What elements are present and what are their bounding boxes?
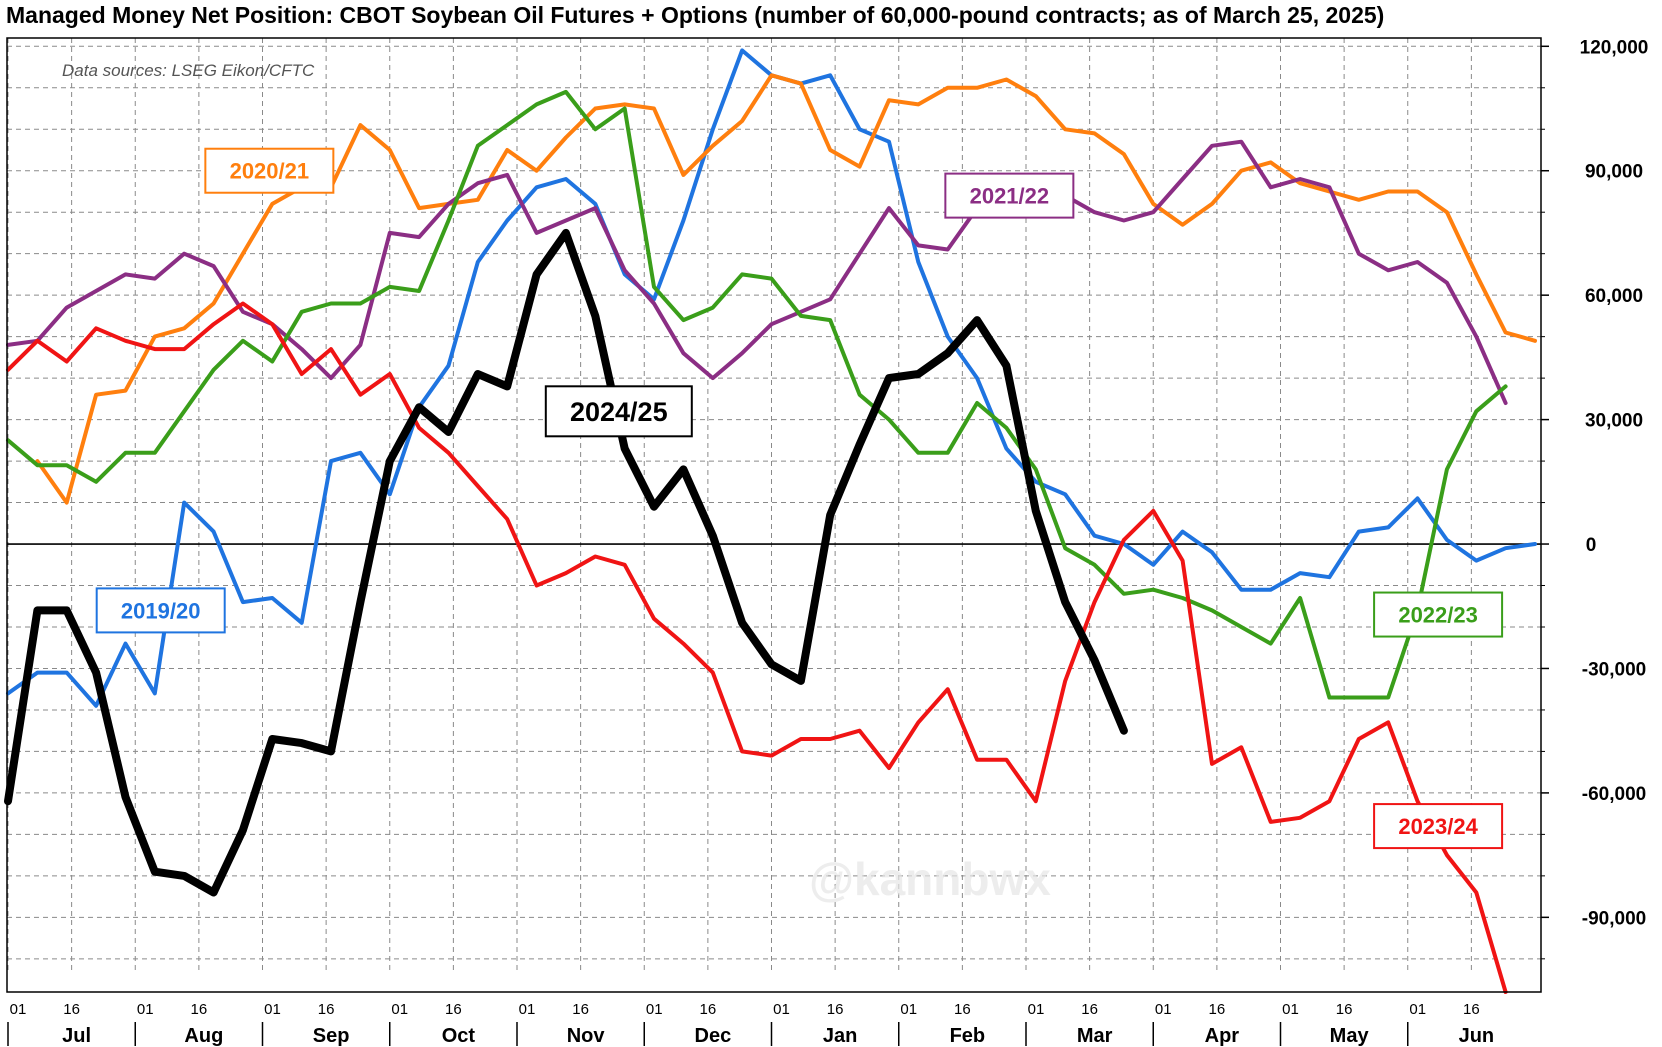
series-layer <box>4 48 1537 994</box>
x-month-label: Mar <box>1077 1025 1113 1047</box>
svg-text:2024/25: 2024/25 <box>570 397 668 427</box>
x-day-tick-label: 16 <box>191 1001 208 1018</box>
x-day-tick-label: 01 <box>1409 1001 1426 1018</box>
series-line-2023-24 <box>6 301 1508 994</box>
x-day-tick-label: 01 <box>900 1001 917 1018</box>
svg-text:2021/22: 2021/22 <box>970 184 1050 209</box>
series-line-2024-25 <box>4 228 1128 897</box>
series-label-2021-22: 2021/22 <box>944 172 1075 219</box>
x-month-label: Jul <box>62 1025 91 1047</box>
x-month-label: Sep <box>313 1025 350 1047</box>
series-label-2023-24: 2023/24 <box>1373 803 1504 850</box>
x-month-label: Nov <box>567 1025 606 1047</box>
y-tick-label: 0 <box>1586 535 1597 556</box>
y-tick-label: 120,000 <box>1580 37 1649 58</box>
svg-text:2019/20: 2019/20 <box>121 598 201 623</box>
x-day-tick-label: 16 <box>1463 1001 1480 1018</box>
watermark: @kannbwx <box>809 853 1051 905</box>
x-day-tick-label: 16 <box>1081 1001 1098 1018</box>
series-label-2022-23: 2022/23 <box>1373 591 1504 638</box>
y-tick-label: 30,000 <box>1585 411 1643 432</box>
svg-text:2022/23: 2022/23 <box>1398 602 1478 627</box>
series-label-2024-25: 2024/25 <box>544 385 693 438</box>
x-month-label: May <box>1330 1025 1370 1047</box>
frame-layer <box>6 37 1542 993</box>
x-day-tick-label: 16 <box>954 1001 971 1018</box>
x-month-label: Oct <box>442 1025 476 1047</box>
x-month-label: Jan <box>823 1025 857 1047</box>
x-day-tick-label: 01 <box>1028 1001 1045 1018</box>
x-day-tick-label: 01 <box>773 1001 790 1018</box>
x-day-tick-label: 01 <box>519 1001 536 1018</box>
series-line-2022-23 <box>6 89 1508 700</box>
x-day-tick-label: 01 <box>264 1001 281 1018</box>
svg-text:2020/21: 2020/21 <box>230 159 310 184</box>
series-line-2021-22 <box>6 139 1508 405</box>
x-month-label: Feb <box>950 1025 986 1047</box>
x-day-tick-label: 16 <box>445 1001 462 1018</box>
x-day-tick-label: 01 <box>1155 1001 1172 1018</box>
x-day-tick-label: 01 <box>137 1001 154 1018</box>
axis-layer: 120,000 90,000 60,000 30,000 0 -30,000 -60,000… <box>7 37 1649 1047</box>
x-day-tick-label: 16 <box>1209 1001 1226 1018</box>
x-day-tick-label: 16 <box>700 1001 717 1018</box>
x-day-tick-label: 16 <box>1336 1001 1353 1018</box>
x-day-tick-label: 16 <box>63 1001 80 1018</box>
y-tick-label: -90,000 <box>1582 908 1646 929</box>
plot-frame <box>6 37 1542 993</box>
y-tick-label: 90,000 <box>1585 162 1643 183</box>
x-day-tick-label: 16 <box>318 1001 335 1018</box>
series-label-2019-20: 2019/20 <box>95 587 226 634</box>
grid-layer <box>7 38 1541 974</box>
chart-title: Managed Money Net Position: CBOT Soybean… <box>6 2 1385 28</box>
x-day-tick-label: 01 <box>1282 1001 1299 1018</box>
series-label-layer: 2019/20 2020/21 2021/22 2022/23 2023/24 2024/… <box>95 147 1504 850</box>
x-month-label: Dec <box>695 1025 732 1047</box>
svg-text:2023/24: 2023/24 <box>1398 814 1478 839</box>
y-tick-label: 60,000 <box>1585 286 1643 307</box>
x-month-label: Aug <box>184 1025 223 1047</box>
x-day-tick-label: 16 <box>572 1001 589 1018</box>
x-day-tick-label: 01 <box>646 1001 663 1018</box>
x-month-label: Apr <box>1205 1025 1240 1047</box>
x-day-tick-label: 01 <box>391 1001 408 1018</box>
y-tick-label: -30,000 <box>1582 659 1646 680</box>
x-day-tick-label: 16 <box>827 1001 844 1018</box>
series-line-2020-21 <box>35 73 1537 505</box>
x-day-tick-label: 01 <box>10 1001 27 1018</box>
source-note: Data sources: LSEG Eikon/CFTC <box>62 61 315 80</box>
x-month-label: Jun <box>1459 1025 1495 1047</box>
series-label-2020-21: 2020/21 <box>204 147 335 194</box>
y-tick-label: -60,000 <box>1582 784 1646 805</box>
